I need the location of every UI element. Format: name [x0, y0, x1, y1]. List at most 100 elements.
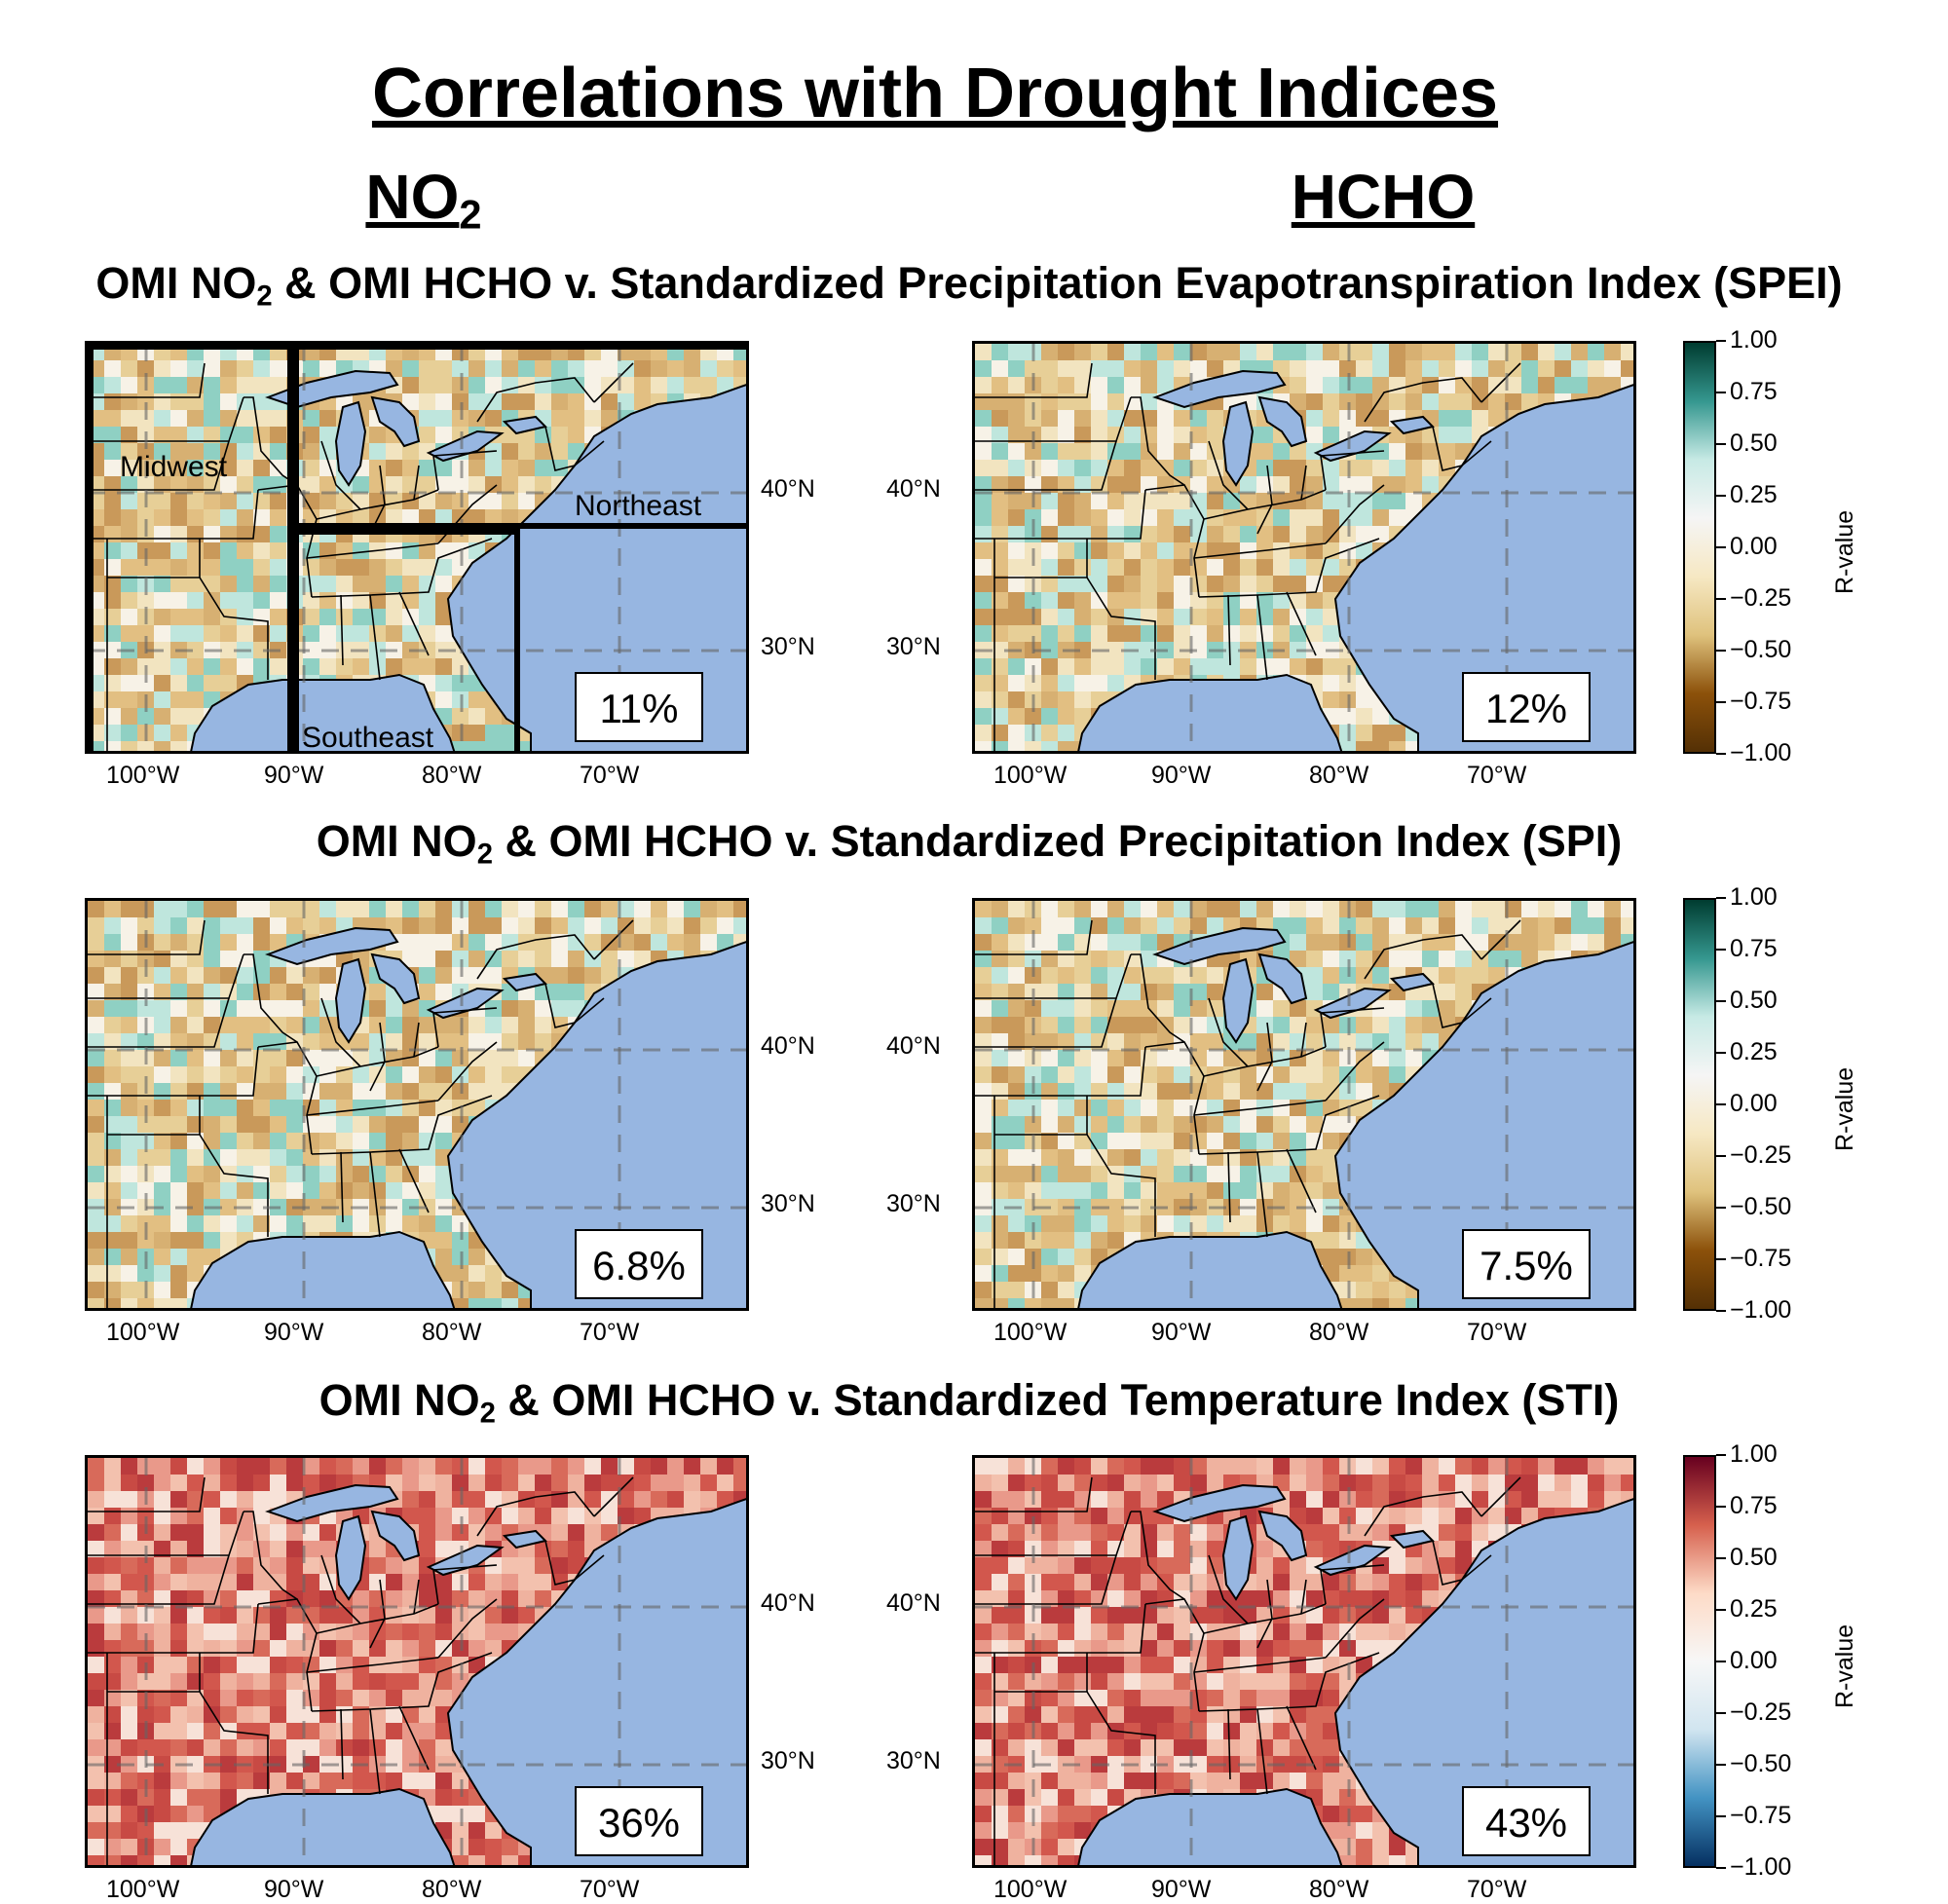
significant-fraction-label: 12%: [1462, 672, 1591, 742]
significant-fraction-label: 7.5%: [1462, 1229, 1591, 1299]
significant-fraction-label: 43%: [1462, 1786, 1591, 1856]
colorbar-tick-label: −0.50: [1730, 1193, 1791, 1221]
row-title-sti-sub: 2: [480, 1398, 496, 1429]
colorbar-tick-label: 0.75: [1730, 1492, 1778, 1520]
latitude-tick-label: 40°N: [761, 475, 815, 504]
row-title-spei: OMI NO2 & OMI HCHO v. Standardized Preci…: [0, 258, 1938, 309]
colorbar-tick-label: −0.75: [1730, 1245, 1791, 1273]
map-panel-sti-no2: 36%: [85, 1455, 749, 1868]
colorbar-tick-label: −0.75: [1730, 688, 1791, 716]
latitude-tick-label: 40°N: [886, 1589, 941, 1618]
latitude-tick-label: 30°N: [886, 1747, 941, 1775]
colorbar-tick-label: −0.25: [1730, 584, 1791, 613]
longitude-tick-label: 70°W: [1467, 1876, 1526, 1904]
map-panel-spi-no2: 6.8%: [85, 898, 749, 1311]
latitude-tick-label: 40°N: [761, 1589, 815, 1618]
colorbar-tick-label: 0.00: [1730, 1090, 1778, 1118]
latitude-tick-label: 30°N: [886, 1190, 941, 1218]
colorbar-tick-label: 0.25: [1730, 481, 1778, 509]
latitude-tick-label: 40°N: [886, 475, 941, 504]
colorbar-tick-label: 0.50: [1730, 987, 1778, 1015]
row-title-spei-a: OMI NO: [95, 258, 256, 308]
latitude-tick-label: 30°N: [886, 633, 941, 661]
row-title-spei-sub: 2: [256, 280, 272, 312]
colorbar-axis-label: R-value: [1831, 1624, 1859, 1708]
longitude-tick-label: 80°W: [422, 1319, 481, 1347]
colorbar-tick-label: −1.00: [1730, 1296, 1791, 1325]
row-title-sti-b: & OMI HCHO v. Standardized Temperature I…: [496, 1375, 1620, 1425]
colorbar-tick-label: 0.75: [1730, 935, 1778, 963]
column-title-no2-main: NO: [365, 162, 459, 232]
longitude-tick-label: 90°W: [1151, 1876, 1211, 1904]
longitude-tick-label: 80°W: [422, 762, 481, 790]
colorbar-tick-label: 0.00: [1730, 533, 1778, 561]
colorbar-tick-label: −1.00: [1730, 739, 1791, 767]
figure-title: Correlations with Drought Indices: [0, 54, 1870, 133]
colorbar-tick-label: −0.25: [1730, 1699, 1791, 1727]
longitude-tick-label: 90°W: [264, 762, 323, 790]
longitude-tick-label: 70°W: [1467, 1319, 1526, 1347]
significant-fraction-label: 6.8%: [575, 1229, 703, 1299]
row-title-spei-b: & OMI HCHO v. Standardized Precipitation…: [273, 258, 1843, 308]
latitude-tick-label: 40°N: [886, 1032, 941, 1061]
colorbar-spi: [1683, 898, 1716, 1311]
colorbar-spei: [1683, 341, 1716, 754]
map-panel-sti-hcho: 43%: [972, 1455, 1636, 1868]
longitude-tick-label: 80°W: [1309, 1876, 1368, 1904]
row-title-spi-a: OMI NO: [317, 816, 477, 866]
row-title-sti: OMI NO2 & OMI HCHO v. Standardized Tempe…: [0, 1375, 1938, 1426]
longitude-tick-label: 80°W: [1309, 1319, 1368, 1347]
latitude-tick-label: 40°N: [761, 1032, 815, 1061]
longitude-tick-label: 90°W: [1151, 1319, 1211, 1347]
longitude-tick-label: 90°W: [264, 1876, 323, 1904]
colorbar-tick-label: −0.25: [1730, 1141, 1791, 1170]
significant-fraction-label: 11%: [575, 672, 703, 742]
longitude-tick-label: 80°W: [1309, 762, 1368, 790]
longitude-tick-label: 100°W: [993, 762, 1067, 790]
column-title-no2: NO2: [356, 161, 492, 233]
column-title-hcho: HCHO: [1286, 161, 1480, 233]
latitude-tick-label: 30°N: [761, 1190, 815, 1218]
colorbar-tick-label: 0.25: [1730, 1038, 1778, 1066]
longitude-tick-label: 70°W: [580, 1876, 639, 1904]
colorbar-axis-label: R-value: [1831, 1067, 1859, 1151]
colorbar-tick-label: 0.00: [1730, 1647, 1778, 1675]
longitude-tick-label: 80°W: [422, 1876, 481, 1904]
longitude-tick-label: 90°W: [264, 1319, 323, 1347]
column-title-no2-sub: 2: [459, 191, 481, 237]
longitude-tick-label: 100°W: [106, 762, 179, 790]
longitude-tick-label: 100°W: [993, 1876, 1067, 1904]
map-panel-spei-hcho: 12%: [972, 341, 1636, 754]
region-label-southeast: Southeast: [302, 722, 433, 754]
longitude-tick-label: 70°W: [580, 1319, 639, 1347]
colorbar-axis-label: R-value: [1831, 510, 1859, 594]
colorbar-tick-label: −0.50: [1730, 636, 1791, 664]
colorbar-tick-label: 1.00: [1730, 883, 1778, 912]
latitude-tick-label: 30°N: [761, 633, 815, 661]
latitude-tick-label: 30°N: [761, 1747, 815, 1775]
colorbar-tick-label: 0.50: [1730, 1544, 1778, 1572]
row-title-sti-a: OMI NO: [319, 1375, 480, 1425]
significant-fraction-label: 36%: [575, 1786, 703, 1856]
map-panel-spei-no2: Midwest Northeast Southeast 11%: [85, 341, 749, 754]
row-title-spi: OMI NO2 & OMI HCHO v. Standardized Preci…: [0, 816, 1938, 867]
row-title-spi-b: & OMI HCHO v. Standardized Precipitation…: [493, 816, 1622, 866]
colorbar-tick-label: 1.00: [1730, 1440, 1778, 1469]
region-label-midwest: Midwest: [120, 451, 227, 484]
longitude-tick-label: 100°W: [106, 1319, 179, 1347]
longitude-tick-label: 70°W: [580, 762, 639, 790]
colorbar-tick-label: 0.50: [1730, 429, 1778, 458]
colorbar-tick-label: −1.00: [1730, 1853, 1791, 1882]
colorbar-tick-label: 0.75: [1730, 378, 1778, 406]
region-label-northeast: Northeast: [575, 490, 701, 523]
colorbar-tick-label: −0.75: [1730, 1802, 1791, 1830]
colorbar-tick-label: 0.25: [1730, 1595, 1778, 1624]
longitude-tick-label: 100°W: [993, 1319, 1067, 1347]
colorbar-tick-label: −0.50: [1730, 1750, 1791, 1778]
map-panel-spi-hcho: 7.5%: [972, 898, 1636, 1311]
longitude-tick-label: 100°W: [106, 1876, 179, 1904]
colorbar-tick-label: 1.00: [1730, 326, 1778, 355]
row-title-spi-sub: 2: [477, 839, 493, 870]
longitude-tick-label: 90°W: [1151, 762, 1211, 790]
longitude-tick-label: 70°W: [1467, 762, 1526, 790]
